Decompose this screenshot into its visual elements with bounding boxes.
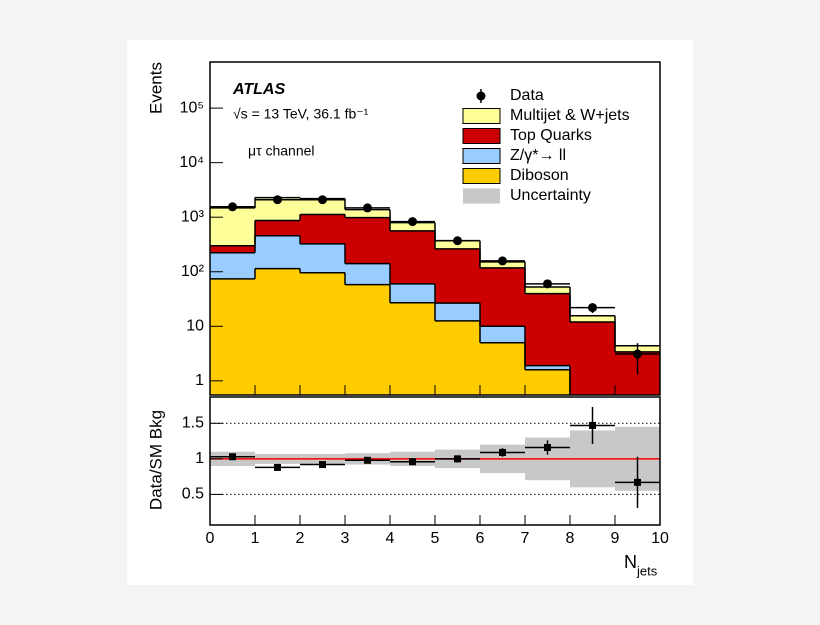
y-tick-label: 1 [195, 450, 204, 467]
x-axis-label: N [624, 552, 637, 572]
ratio-point [364, 456, 371, 464]
legend-swatch [462, 128, 501, 144]
legend-label: Diboson [510, 167, 569, 184]
stack-bar [345, 263, 390, 285]
stack-bar [390, 283, 435, 303]
x-tick-label: 9 [611, 530, 620, 547]
ratio-point [499, 448, 506, 456]
stack-bar [345, 209, 390, 218]
stack-bar [255, 268, 300, 395]
stack-bar [255, 235, 300, 269]
legend-swatch [462, 108, 501, 124]
stack-bar [480, 267, 525, 327]
stack-bar [210, 252, 255, 279]
plot-frame [209, 61, 661, 396]
stack-bar [480, 342, 525, 395]
y-axis-label: Events [146, 62, 165, 114]
data-point [588, 303, 597, 313]
stack-bar [300, 198, 345, 215]
x-tick-label: 4 [386, 530, 395, 547]
stack-bar [435, 320, 480, 395]
ratio-point [634, 478, 641, 486]
stack-bar [525, 365, 570, 370]
x-axis-label-subscript: jets [636, 563, 658, 578]
y-tick-label: 10⁵ [180, 99, 204, 116]
data-point [543, 279, 552, 289]
x-tick-label: 7 [521, 530, 530, 547]
data-point [273, 195, 282, 205]
stack-bar [210, 245, 255, 253]
stack-bar [525, 286, 570, 294]
data-point [363, 203, 372, 213]
stack-bar [210, 207, 255, 246]
data-point [228, 202, 237, 212]
y-tick-label: 10³ [181, 208, 205, 225]
legend-label: Top Quarks [510, 127, 592, 144]
stack-bar [570, 321, 615, 395]
stack-bar [345, 284, 390, 395]
x-tick-label: 3 [341, 530, 350, 547]
data-point [408, 217, 417, 227]
ratio-y-axis-label: Data/SM Bkg [146, 410, 165, 510]
stack-bar [435, 303, 480, 321]
ratio-point [454, 455, 461, 463]
ratio-point [544, 443, 551, 451]
legend-label: Data [510, 87, 544, 104]
channel-label: μτ channel [248, 143, 315, 159]
stack-bar [390, 222, 435, 231]
stack-bar [570, 315, 615, 322]
data-point [453, 236, 462, 246]
ratio-point [589, 421, 596, 429]
x-tick-label: 0 [206, 530, 215, 547]
stack-bar [255, 197, 300, 221]
legend-label: Uncertainty [510, 187, 591, 204]
stack-bar [255, 220, 300, 236]
x-tick-label: 10 [651, 530, 669, 547]
x-tick-label: 5 [431, 530, 440, 547]
legend-marker [476, 91, 486, 101]
ratio-frame [209, 396, 661, 526]
stack-bar [300, 214, 345, 244]
data-point [498, 256, 507, 266]
data-point [318, 195, 327, 205]
stack-bar [390, 302, 435, 395]
y-tick-label: 10² [181, 263, 205, 280]
main-plot [210, 196, 660, 395]
ratio-point [229, 453, 236, 461]
y-tick-label: 1 [195, 372, 204, 389]
stack-bar [390, 230, 435, 284]
y-tick-label: 10⁴ [179, 154, 204, 171]
y-tick-label: 1.5 [182, 415, 204, 432]
y-tick-label: 10 [186, 318, 204, 335]
legend-swatch [462, 168, 501, 184]
stack-bar [480, 326, 525, 343]
legend-label: Multijet & W+jets [510, 107, 630, 124]
stack-bar [525, 293, 570, 366]
ratio-point [409, 458, 416, 466]
x-tick-label: 6 [476, 530, 485, 547]
stack-bar [525, 369, 570, 395]
legend-label: Z/γ*→ ll [510, 147, 566, 164]
y-tick-label: 0.5 [182, 486, 204, 503]
ratio-point [274, 463, 281, 471]
experiment-label: ATLAS [232, 81, 285, 98]
stack-bar [210, 278, 255, 395]
stack-bar [435, 248, 480, 304]
energy-label: √s = 13 TeV, 36.1 fb⁻¹ [233, 106, 369, 122]
stack-bar [345, 217, 390, 264]
legend-swatch [462, 148, 501, 164]
data-point [633, 349, 642, 359]
x-tick-label: 1 [251, 530, 260, 547]
stack-bar [300, 243, 345, 273]
x-tick-label: 2 [296, 530, 305, 547]
stack-bar [300, 272, 345, 395]
legend-swatch [463, 188, 500, 204]
x-tick-label: 8 [566, 530, 575, 547]
ratio-point [319, 461, 326, 469]
